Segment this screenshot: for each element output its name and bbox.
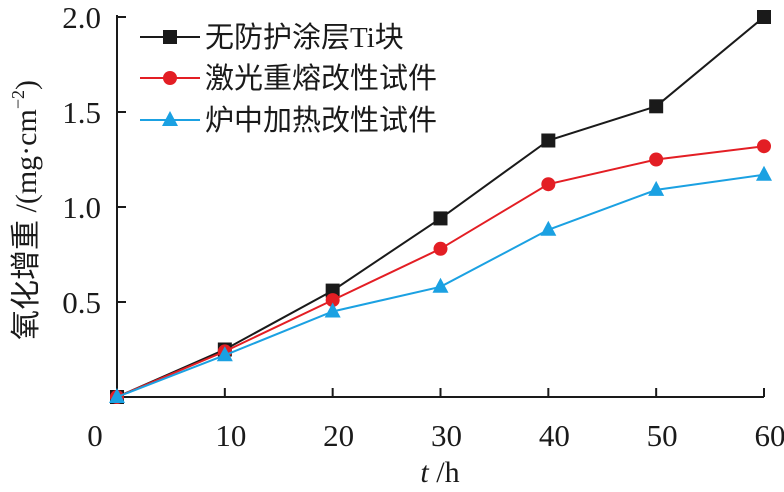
y-axis-label: 氧化增重 /(mg·cm−2) — [8, 80, 43, 340]
series-group — [109, 10, 772, 404]
legend-label: 炉中加热改性试件 — [205, 104, 437, 137]
data-point-triangle — [756, 165, 772, 181]
legend-marker-square — [163, 30, 177, 44]
y-tick-label: 1.5 — [62, 95, 101, 130]
x-axis-label: t /h — [420, 456, 459, 489]
y-tick-label: 1.0 — [62, 190, 101, 225]
x-tick-label: 0 — [87, 418, 103, 453]
legend-item: 无防护涂层Ti块 — [140, 21, 404, 54]
data-point-triangle — [109, 388, 125, 403]
data-point-square — [649, 99, 664, 114]
legend-marker-triangle — [162, 111, 178, 126]
data-point-triangle — [216, 346, 233, 362]
data-point-triangle — [540, 220, 557, 236]
legend-item: 炉中加热改性试件 — [140, 104, 437, 137]
x-tick-label: 10 — [215, 418, 246, 453]
series-triangle — [109, 165, 772, 403]
legend-label: 激光重熔改性试件 — [205, 62, 437, 95]
legend-label: 无防护涂层Ti块 — [205, 21, 404, 54]
data-point-circle — [325, 293, 340, 308]
x-tick-label: 20 — [323, 418, 354, 453]
data-point-circle — [757, 139, 771, 154]
y-tick-label: 0.5 — [62, 285, 101, 320]
data-point-square — [757, 10, 771, 24]
legend-marker-circle — [163, 71, 177, 85]
legend-item: 激光重熔改性试件 — [140, 62, 437, 95]
data-point-circle — [649, 152, 664, 167]
y-tick-label: 2.0 — [62, 0, 101, 35]
data-point-square — [541, 133, 556, 148]
data-point-circle — [541, 177, 556, 192]
data-point-triangle — [432, 277, 449, 293]
x-tick-label: 40 — [539, 418, 570, 453]
x-tick-label: 60 — [755, 418, 784, 453]
series-circle — [110, 139, 771, 404]
x-tick-label: 30 — [431, 418, 462, 453]
data-point-triangle — [648, 180, 665, 196]
data-point-circle — [433, 241, 448, 256]
axes: 0 10 20 30 40 50 60 0.5 1.0 1.5 2.0 — [62, 0, 784, 453]
data-point-triangle — [324, 302, 341, 318]
data-point-square — [433, 211, 448, 226]
x-tick-label: 50 — [647, 418, 678, 453]
